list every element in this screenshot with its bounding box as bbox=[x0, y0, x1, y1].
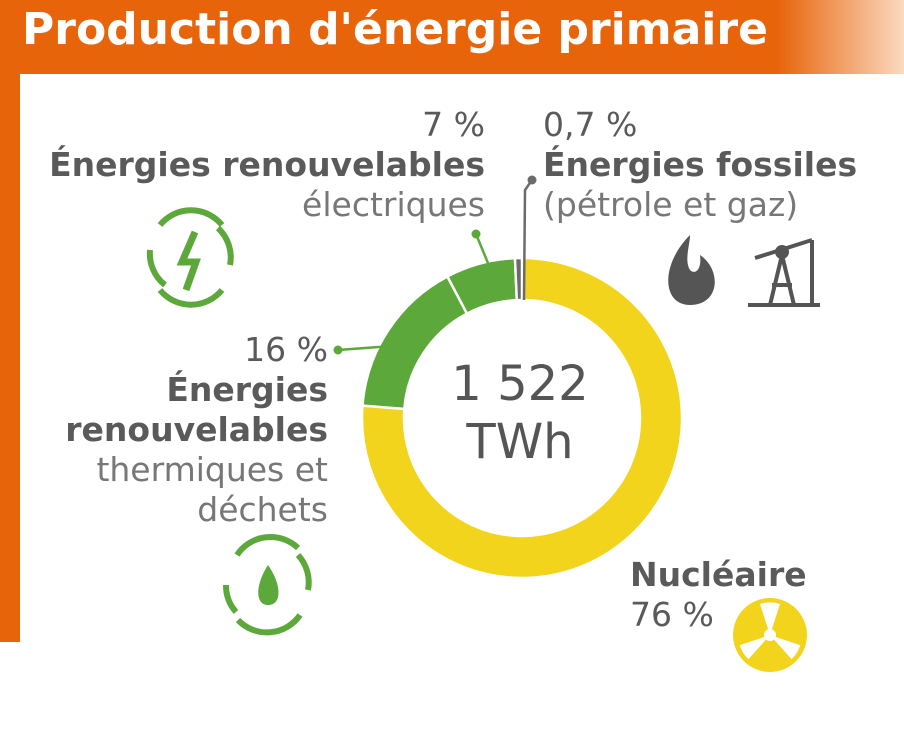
leader-line bbox=[474, 233, 492, 269]
segment-label: 16 % Énergies renouvelables thermiques et … bbox=[40, 330, 328, 530]
category-description: électriques bbox=[302, 185, 485, 224]
value-label: 0,7 % bbox=[543, 105, 638, 144]
segment-label: Nucléaire 76 % bbox=[630, 555, 880, 635]
leader-dot bbox=[527, 175, 537, 185]
icon-renewable-thermal bbox=[222, 533, 312, 636]
leader-line bbox=[337, 344, 393, 352]
icon-renewable-electric bbox=[146, 207, 234, 308]
icon-oil-pump bbox=[748, 238, 820, 307]
leader-dot bbox=[333, 345, 343, 355]
value-label: 7 % bbox=[422, 105, 485, 144]
donut-segment bbox=[513, 256, 524, 302]
center-label: 1 522 TWh bbox=[451, 356, 589, 470]
value-label: 76 % bbox=[630, 595, 714, 634]
leader-dot bbox=[471, 229, 481, 239]
icon-flame bbox=[668, 235, 715, 305]
category-description: thermiques et déchets bbox=[96, 450, 328, 529]
category-label: Nucléaire bbox=[630, 555, 807, 594]
segment-label: 0,7 % Énergies fossiles (pétrole et gaz) bbox=[543, 105, 863, 225]
icon-radioactive bbox=[733, 598, 807, 672]
segment-label: 7 % Énergies renouvelables électriques bbox=[40, 105, 485, 225]
sidebar bbox=[0, 74, 20, 642]
value-label: 16 % bbox=[244, 330, 328, 369]
category-description: (pétrole et gaz) bbox=[543, 185, 799, 224]
chart-title: Production d'énergie primaire bbox=[22, 4, 768, 55]
category-label: Énergies fossiles bbox=[543, 145, 858, 184]
category-label: Énergies renouvelables bbox=[49, 145, 485, 184]
donut-segment bbox=[360, 256, 684, 580]
header: Production d'énergie primaire bbox=[0, 0, 904, 74]
category-label: Énergies renouvelables bbox=[65, 370, 328, 449]
